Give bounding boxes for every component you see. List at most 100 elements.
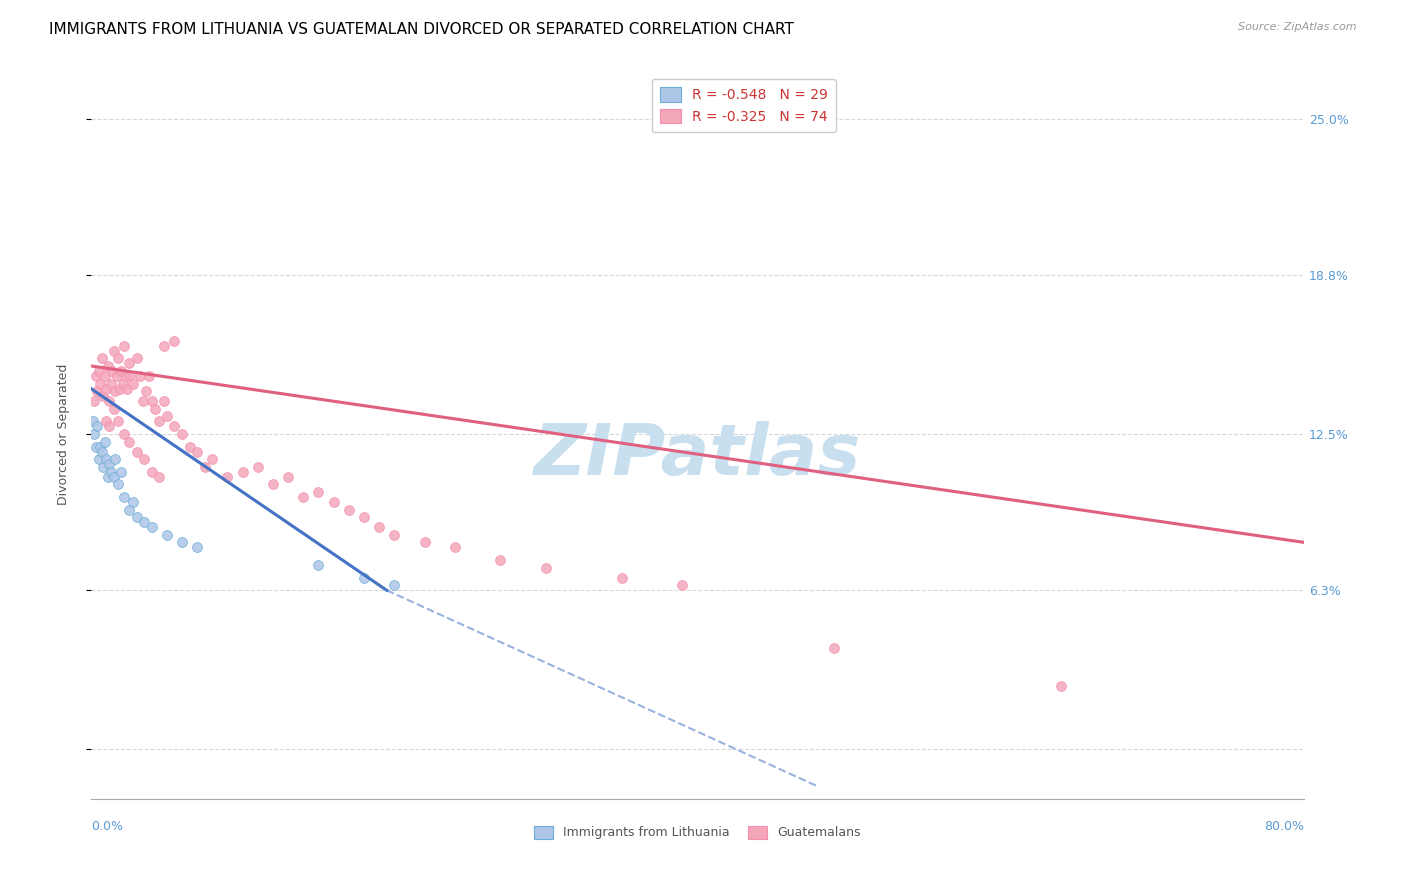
Point (104, 452, 127, 467)
Point (96, 414, 118, 428)
Point (170, 427, 193, 442)
Point (671, 578, 693, 592)
Point (534, 560, 557, 574)
Point (186, 541, 208, 555)
Point (132, 452, 155, 467)
Point (110, 465, 132, 479)
Point (337, 502, 360, 516)
Point (112, 339, 135, 353)
Point (108, 382, 131, 396)
Point (156, 528, 179, 542)
Point (86, 384, 108, 399)
Point (138, 369, 160, 384)
Point (84, 440, 107, 454)
Point (823, 641, 845, 656)
Point (84, 369, 107, 384)
Point (110, 364, 132, 378)
Point (217, 470, 239, 484)
Point (368, 520, 391, 534)
Point (201, 452, 224, 467)
Point (98, 394, 121, 409)
Point (194, 459, 217, 474)
Point (104, 384, 127, 399)
Point (148, 414, 170, 428)
Point (152, 394, 174, 409)
Point (118, 434, 141, 449)
Text: ZIPatlas: ZIPatlas (534, 421, 862, 491)
Point (112, 427, 135, 442)
Point (353, 571, 375, 585)
Point (610, 571, 633, 585)
Point (93, 434, 115, 449)
Point (91, 389, 114, 403)
Point (90, 444, 112, 458)
Point (163, 419, 186, 434)
Point (118, 356, 141, 370)
Point (277, 470, 299, 484)
Point (86, 419, 108, 434)
Point (82, 414, 104, 428)
Point (353, 510, 375, 524)
Point (107, 477, 129, 491)
Point (100, 465, 122, 479)
Point (489, 553, 512, 567)
Text: 0.0%: 0.0% (91, 820, 122, 832)
Point (97, 470, 120, 484)
Point (122, 495, 145, 509)
Point (132, 515, 155, 529)
Point (170, 535, 193, 549)
Point (97, 359, 120, 373)
Point (156, 409, 179, 424)
Legend: Immigrants from Lithuania, Guatemalans: Immigrants from Lithuania, Guatemalans (530, 821, 866, 845)
Point (120, 369, 142, 384)
Point (83, 394, 105, 409)
Point (186, 444, 208, 458)
Point (101, 364, 124, 378)
Point (122, 376, 145, 391)
Point (308, 485, 330, 500)
Point (413, 535, 436, 549)
Point (382, 578, 405, 592)
Point (131, 394, 153, 409)
Point (87, 452, 110, 467)
Point (125, 510, 148, 524)
Point (308, 558, 330, 572)
Point (98, 419, 121, 434)
Point (125, 444, 148, 458)
Point (89, 376, 111, 391)
Point (98, 457, 121, 471)
Point (143, 401, 166, 416)
Point (135, 384, 157, 399)
Point (89, 440, 111, 454)
Point (262, 477, 284, 491)
Point (105, 369, 128, 384)
Point (111, 376, 134, 391)
Point (115, 369, 138, 384)
Point (246, 459, 269, 474)
Point (292, 490, 315, 504)
Text: Source: ZipAtlas.com: Source: ZipAtlas.com (1239, 22, 1357, 32)
Point (141, 394, 163, 409)
Point (91, 459, 114, 474)
Point (90, 351, 112, 366)
Point (118, 502, 141, 516)
Point (232, 465, 254, 479)
Point (163, 334, 186, 348)
Point (1050, 679, 1073, 693)
Point (93, 369, 115, 384)
Point (141, 520, 163, 534)
Text: IMMIGRANTS FROM LITHUANIA VS GUATEMALAN DIVORCED OR SEPARATED CORRELATION CHART: IMMIGRANTS FROM LITHUANIA VS GUATEMALAN … (49, 22, 794, 37)
Point (107, 351, 129, 366)
Point (322, 495, 344, 509)
Point (103, 401, 125, 416)
Point (117, 382, 139, 396)
Point (141, 465, 163, 479)
Point (96, 382, 118, 396)
Point (382, 528, 405, 542)
Point (83, 427, 105, 442)
Point (103, 343, 125, 358)
Point (179, 440, 201, 454)
Point (112, 490, 135, 504)
Point (128, 369, 150, 384)
Point (152, 339, 174, 353)
